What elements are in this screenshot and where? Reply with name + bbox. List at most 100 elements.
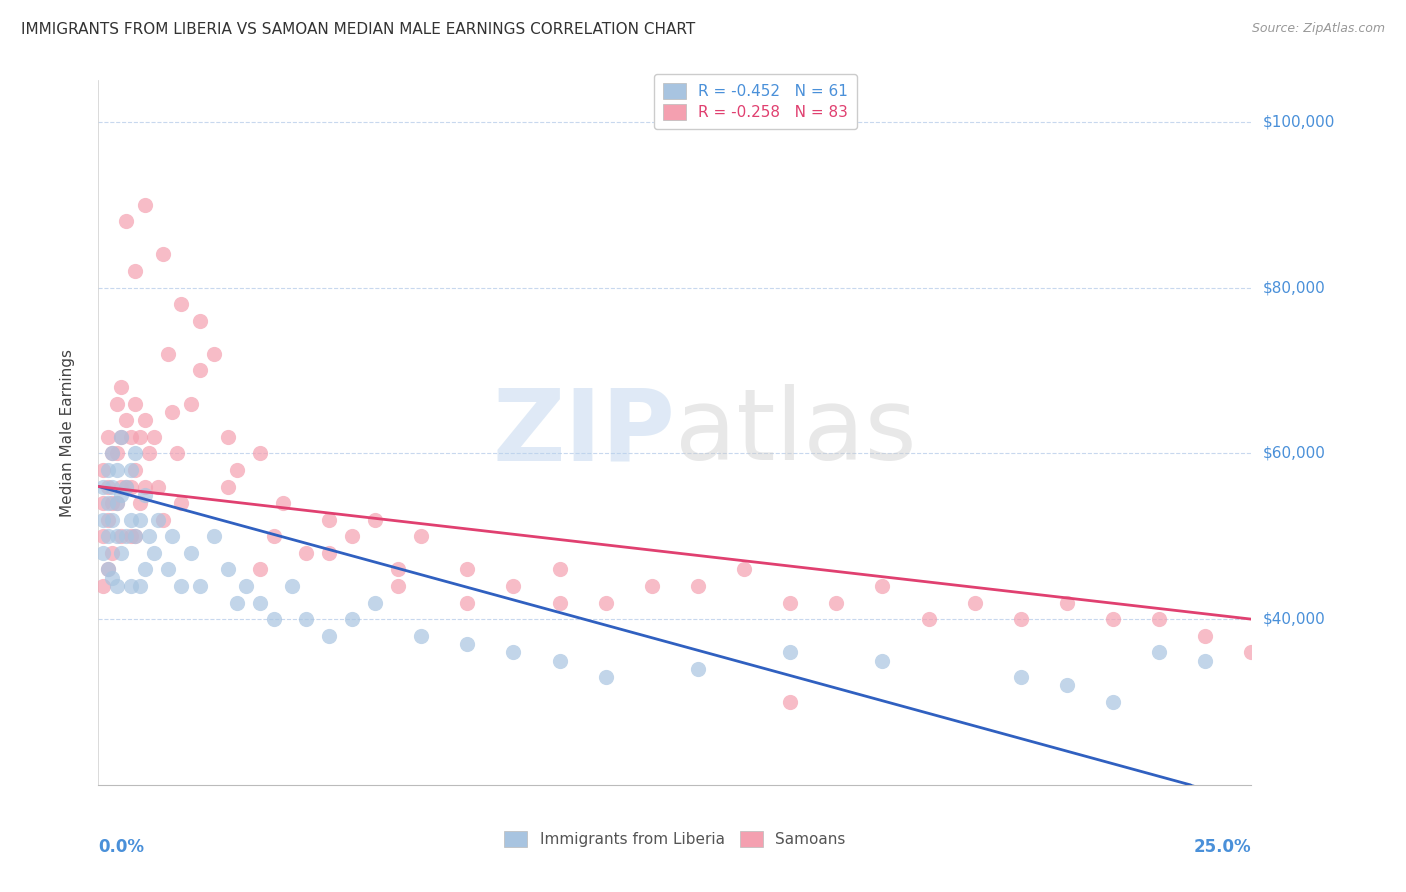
Point xyxy=(170,496,193,510)
Point xyxy=(129,496,152,510)
Point xyxy=(101,446,124,460)
Point xyxy=(641,579,664,593)
Point xyxy=(110,430,132,444)
Point xyxy=(148,513,170,527)
Point xyxy=(115,479,138,493)
Point xyxy=(105,579,128,593)
Point xyxy=(963,596,986,610)
Point xyxy=(105,496,128,510)
Point xyxy=(1194,629,1216,643)
Point xyxy=(225,596,247,610)
Point xyxy=(91,479,114,493)
Point xyxy=(1010,612,1032,626)
Point xyxy=(217,479,239,493)
Text: IMMIGRANTS FROM LIBERIA VS SAMOAN MEDIAN MALE EARNINGS CORRELATION CHART: IMMIGRANTS FROM LIBERIA VS SAMOAN MEDIAN… xyxy=(21,22,696,37)
Text: 0.0%: 0.0% xyxy=(98,838,145,855)
Point xyxy=(91,579,114,593)
Text: 25.0%: 25.0% xyxy=(1194,838,1251,855)
Point xyxy=(1147,612,1170,626)
Point xyxy=(142,430,165,444)
Point xyxy=(110,479,132,493)
Point xyxy=(872,579,894,593)
Point xyxy=(411,529,433,543)
Point xyxy=(115,479,138,493)
Point xyxy=(91,546,114,560)
Point xyxy=(120,513,142,527)
Point xyxy=(129,513,152,527)
Point xyxy=(110,488,132,502)
Point xyxy=(281,579,304,593)
Point xyxy=(120,479,142,493)
Point xyxy=(101,571,124,585)
Point xyxy=(97,496,120,510)
Point xyxy=(124,446,146,460)
Point xyxy=(120,463,142,477)
Point xyxy=(115,529,138,543)
Point xyxy=(101,513,124,527)
Point xyxy=(1102,695,1125,709)
Point xyxy=(249,446,271,460)
Point xyxy=(1010,670,1032,684)
Point xyxy=(295,546,318,560)
Point xyxy=(97,463,120,477)
Point xyxy=(872,654,894,668)
Text: $60,000: $60,000 xyxy=(1263,446,1326,461)
Point xyxy=(595,596,617,610)
Point xyxy=(115,413,138,427)
Point xyxy=(97,430,120,444)
Text: Source: ZipAtlas.com: Source: ZipAtlas.com xyxy=(1251,22,1385,36)
Point xyxy=(134,488,156,502)
Point xyxy=(105,463,128,477)
Point xyxy=(124,529,146,543)
Point xyxy=(502,645,524,659)
Legend: Immigrants from Liberia, Samoans: Immigrants from Liberia, Samoans xyxy=(496,823,853,855)
Point xyxy=(1056,678,1078,692)
Point xyxy=(188,363,211,377)
Point xyxy=(364,513,387,527)
Point xyxy=(124,396,146,410)
Point xyxy=(502,579,524,593)
Point xyxy=(188,579,211,593)
Point xyxy=(1056,596,1078,610)
Point xyxy=(686,662,709,676)
Point xyxy=(91,529,114,543)
Text: atlas: atlas xyxy=(675,384,917,481)
Point xyxy=(733,562,755,576)
Point xyxy=(456,637,478,651)
Point xyxy=(138,446,160,460)
Point xyxy=(129,579,152,593)
Point xyxy=(387,579,409,593)
Point xyxy=(148,479,170,493)
Point xyxy=(156,347,179,361)
Text: ZIP: ZIP xyxy=(492,384,675,481)
Point xyxy=(188,314,211,328)
Point xyxy=(318,546,340,560)
Point xyxy=(129,430,152,444)
Point xyxy=(779,645,801,659)
Point xyxy=(110,380,132,394)
Y-axis label: Median Male Earnings: Median Male Earnings xyxy=(60,349,75,516)
Point xyxy=(548,596,571,610)
Point xyxy=(124,529,146,543)
Point xyxy=(217,430,239,444)
Point xyxy=(120,529,142,543)
Point xyxy=(97,513,120,527)
Point xyxy=(249,596,271,610)
Point xyxy=(318,629,340,643)
Point xyxy=(120,579,142,593)
Point xyxy=(779,596,801,610)
Point xyxy=(124,463,146,477)
Point xyxy=(101,479,124,493)
Point xyxy=(110,546,132,560)
Point xyxy=(105,396,128,410)
Point xyxy=(166,446,188,460)
Point xyxy=(120,430,142,444)
Point xyxy=(110,529,132,543)
Point xyxy=(263,612,285,626)
Point xyxy=(160,405,183,419)
Point xyxy=(825,596,848,610)
Point xyxy=(105,529,128,543)
Point xyxy=(202,347,225,361)
Point xyxy=(97,479,120,493)
Point xyxy=(595,670,617,684)
